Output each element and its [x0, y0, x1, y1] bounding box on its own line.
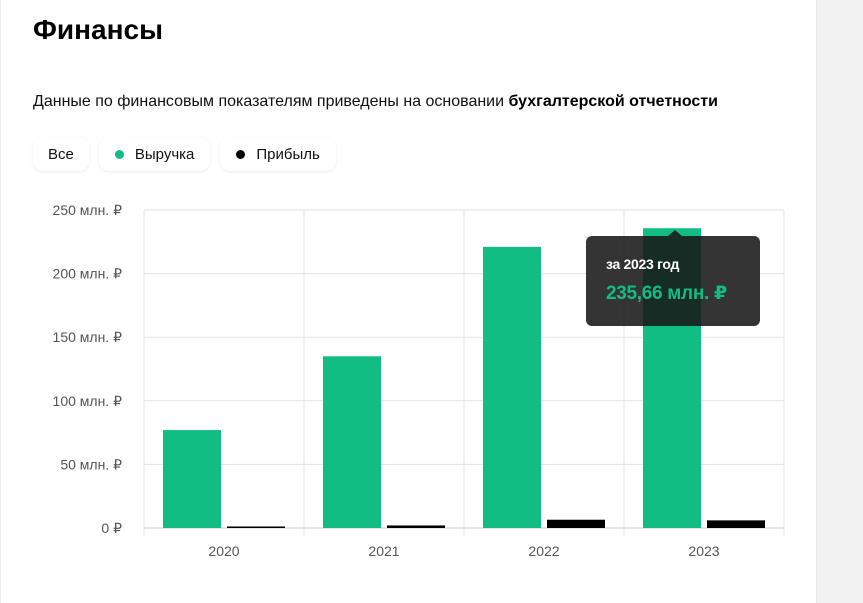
filter-all-button[interactable]: Все — [33, 137, 89, 171]
x-tick-label: 2023 — [688, 543, 719, 559]
filter-all-label: Все — [48, 145, 74, 163]
revenue-dot-icon — [114, 149, 124, 159]
y-tick-label: 250 млн. ₽ — [53, 202, 123, 218]
chart-tooltip: за 2023 год 235,66 млн. ₽ — [586, 230, 760, 326]
revenue-bar — [323, 356, 381, 528]
y-tick-label: 50 млн. ₽ — [60, 456, 122, 472]
description-link[interactable]: бухгалтерской отчетности — [508, 93, 718, 110]
y-tick-label: 0 ₽ — [101, 520, 122, 536]
page-title: Финансы — [33, 14, 163, 45]
y-tick-label: 100 млн. ₽ — [53, 393, 123, 409]
profit-bar — [707, 520, 765, 528]
tooltip-value: 235,66 млн. ₽ — [606, 283, 727, 304]
filter-profit-button[interactable]: Прибыль — [220, 137, 336, 171]
series-filter: Все Выручка Прибыль — [33, 137, 336, 171]
profit-dot-icon — [236, 149, 246, 159]
tooltip-title: за 2023 год — [606, 256, 680, 272]
filter-profit-label: Прибыль — [256, 145, 320, 163]
profit-bar — [547, 519, 605, 528]
revenue-bar — [163, 430, 221, 528]
filter-revenue-button[interactable]: Выручка — [98, 137, 211, 171]
filter-revenue-label: Выручка — [134, 145, 195, 163]
x-tick-label: 2022 — [528, 543, 559, 559]
x-tick-label: 2020 — [208, 543, 239, 559]
description: Данные по финансовым показателям приведе… — [33, 93, 718, 111]
description-text: Данные по финансовым показателям приведе… — [33, 93, 509, 110]
profit-bar — [227, 526, 285, 528]
x-tick-label: 2021 — [368, 543, 399, 559]
finances-card: Финансы Данные по финансовым показателям… — [0, 0, 817, 603]
profit-bar — [387, 525, 445, 528]
finance-bar-chart: 0 ₽ 50 млн. ₽ 100 млн. ₽ 150 млн. ₽ 200 млн.… — [53, 202, 785, 559]
y-tick-label: 200 млн. ₽ — [53, 266, 123, 282]
y-tick-label: 150 млн. ₽ — [53, 329, 123, 345]
revenue-bar — [483, 246, 541, 528]
